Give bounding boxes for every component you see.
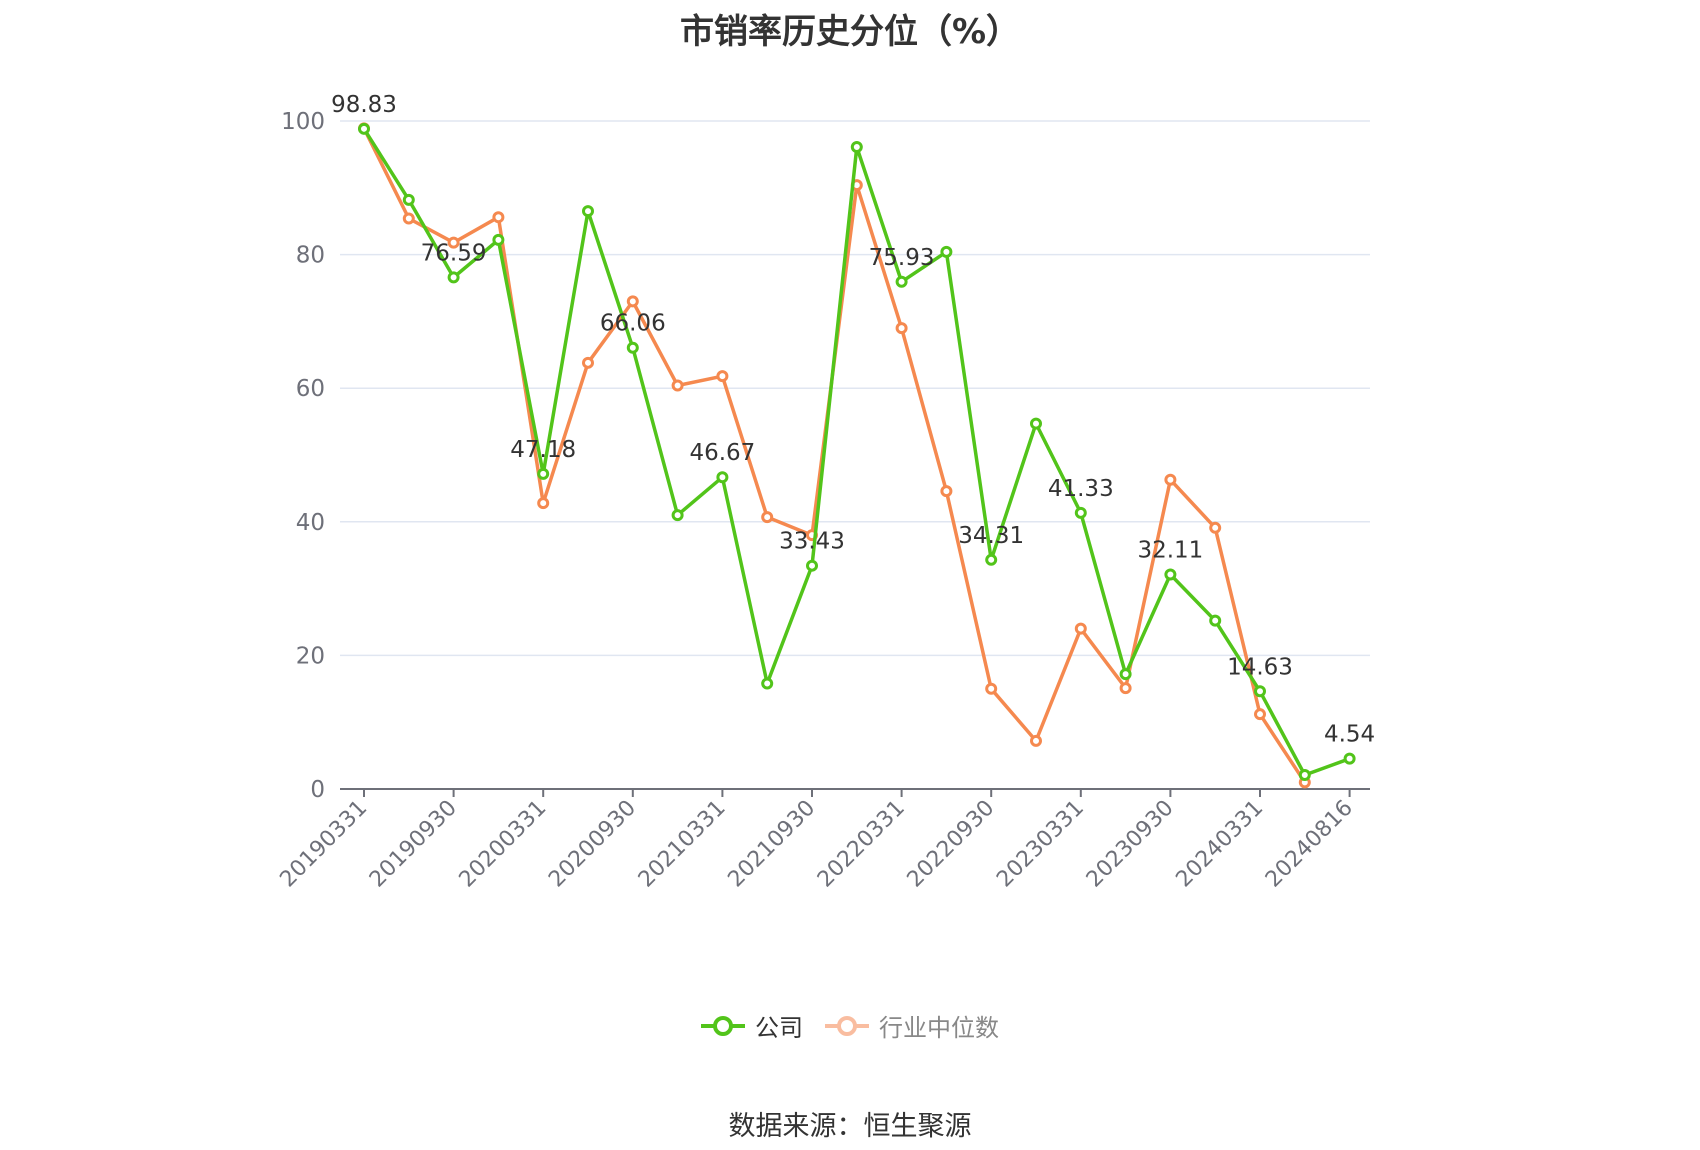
x-tick-label: 20220930 <box>903 796 1000 893</box>
y-tick-label: 80 <box>296 243 325 269</box>
company-point <box>761 677 774 690</box>
y-tick-label: 20 <box>296 643 325 669</box>
legend-item-company[interactable]: 公司 <box>701 1008 803 1043</box>
y-tick-label: 60 <box>296 376 325 402</box>
industry-point <box>940 485 953 498</box>
company-point <box>358 122 370 135</box>
data-labels: 98.83 76.59 47.18 66.06 46.67 33.43 75.93 34.31… <box>331 92 1375 748</box>
industry-point <box>1164 473 1177 486</box>
data-label: 34.31 <box>958 523 1024 549</box>
x-tick-label: 20190930 <box>365 796 462 893</box>
industry-point <box>1119 682 1132 695</box>
legend-company-label: 公司 <box>755 1014 803 1042</box>
industry-point <box>582 356 594 369</box>
company-point <box>985 553 998 566</box>
industry-point <box>895 322 908 335</box>
industry-point <box>626 295 639 308</box>
legend: 公司 行业中位数 <box>0 1008 1700 1043</box>
data-label: 4.54 <box>1324 722 1375 748</box>
grid-lines <box>340 120 1370 657</box>
data-label: 33.43 <box>779 529 845 555</box>
data-label: 98.83 <box>331 92 397 118</box>
company-point <box>671 509 684 522</box>
x-tick-label: 20240331 <box>1171 796 1268 893</box>
company-point <box>940 245 953 258</box>
data-label: 66.06 <box>600 311 666 337</box>
legend-item-industry-median[interactable]: 行业中位数 <box>825 1008 999 1043</box>
y-tick-label: 100 <box>281 109 325 135</box>
industry-point <box>1030 734 1042 747</box>
legend-industry-marker-icon <box>825 1015 869 1036</box>
company-point <box>626 341 639 354</box>
data-label: 41.33 <box>1048 476 1114 502</box>
industry-point <box>1209 521 1222 534</box>
x-tick-label: 20190331 <box>275 796 372 893</box>
chart-title: 市销率历史分位（%） <box>679 12 1021 52</box>
industry-point <box>1074 622 1087 635</box>
company-point <box>447 271 460 284</box>
x-tick-label: 20210331 <box>634 796 731 893</box>
industry-series-line <box>362 127 1307 784</box>
y-axis: 0 20 40 60 80 100 <box>281 109 325 803</box>
data-label: 14.63 <box>1227 654 1293 680</box>
company-point <box>850 141 863 154</box>
x-tick-label: 20210930 <box>723 796 820 893</box>
x-tick-label: 20230331 <box>992 796 1089 893</box>
company-point <box>582 205 594 218</box>
company-point <box>716 471 729 484</box>
company-point <box>1119 668 1132 681</box>
x-tick-label: 20220331 <box>813 796 910 893</box>
company-point <box>537 467 550 480</box>
company-point <box>1164 568 1177 581</box>
legend-industry-label: 行业中位数 <box>879 1014 999 1042</box>
company-point <box>402 193 415 206</box>
industry-point <box>447 236 460 249</box>
industry-point <box>492 211 505 224</box>
data-label: 47.18 <box>510 437 576 463</box>
x-tick-label: 20230930 <box>1082 796 1179 893</box>
industry-point <box>716 370 729 383</box>
x-axis: 2019033120190930202003312020093020210331… <box>275 788 1370 893</box>
company-point <box>492 233 505 246</box>
industry-point <box>671 379 684 392</box>
y-tick-label: 40 <box>296 510 325 536</box>
data-label: 76.59 <box>421 240 487 266</box>
industry-point <box>985 682 998 695</box>
company-point <box>1030 417 1042 430</box>
industry-point <box>537 497 550 510</box>
data-label: 75.93 <box>869 245 935 271</box>
company-point <box>1209 614 1222 627</box>
industry-point <box>402 212 415 225</box>
x-tick-label: 20200930 <box>544 796 641 893</box>
company-point <box>895 275 908 288</box>
company-point <box>1254 685 1266 698</box>
company-point <box>1074 506 1087 519</box>
x-tick-label: 20240816 <box>1261 796 1358 893</box>
data-label: 32.11 <box>1137 538 1203 564</box>
y-tick-label: 0 <box>310 777 325 803</box>
data-source: 数据来源：恒生聚源 <box>728 1111 972 1142</box>
series-layer <box>358 122 1356 789</box>
company-point <box>1298 768 1311 781</box>
company-point <box>806 559 818 572</box>
industry-point <box>1254 708 1266 721</box>
company-point <box>1343 752 1356 765</box>
data-label: 46.67 <box>689 440 755 466</box>
x-tick-label: 20200331 <box>455 796 552 893</box>
industry-point <box>761 511 774 524</box>
legend-company-marker-icon <box>701 1015 745 1036</box>
